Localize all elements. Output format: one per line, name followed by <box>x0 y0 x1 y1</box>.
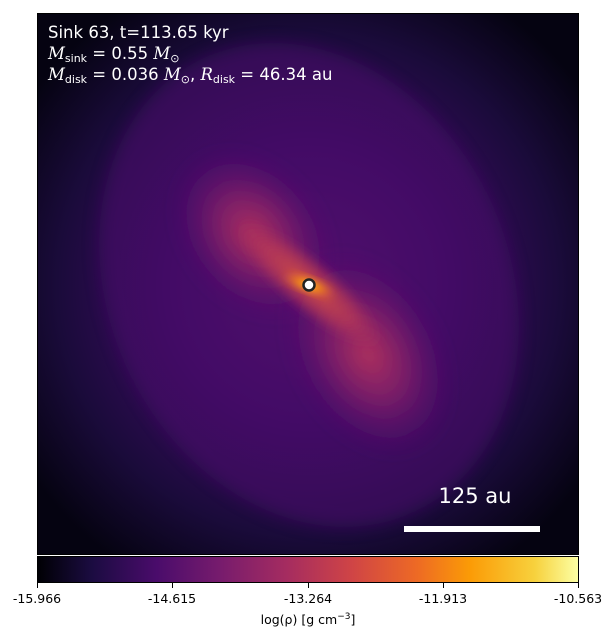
colorbar-tick-label: -10.563 <box>553 591 603 606</box>
colorbar-tick <box>578 583 579 588</box>
colorbar-tick-label: -14.615 <box>147 591 197 606</box>
sink-info-line: Sink 63, t=113.65 kyr <box>48 23 229 42</box>
colorbar-label: log(ρ) [g cm−3] <box>260 612 356 628</box>
colorbar-tick-label: -11.913 <box>418 591 468 606</box>
colorbar-tick <box>443 583 444 588</box>
sink-mass-line: Msink = 0.55 M⊙ <box>48 44 180 65</box>
scalebar-label: 125 au <box>438 484 512 508</box>
colorbar-tick <box>172 583 173 588</box>
scalebar <box>404 526 540 532</box>
density-image <box>38 14 578 554</box>
colorbar-tick <box>308 583 309 588</box>
disk-info-line: Mdisk = 0.036 M⊙, Rdisk = 46.34 au <box>48 65 333 86</box>
colorbar <box>37 556 579 583</box>
density-map: Sink 63, t=113.65 kyr Msink = 0.55 M⊙ Md… <box>37 13 579 555</box>
colorbar-tick-label: -13.264 <box>283 591 333 606</box>
colorbar-tick <box>37 583 38 588</box>
sink-marker <box>302 278 316 292</box>
colorbar-tick-label: -15.966 <box>12 591 62 606</box>
